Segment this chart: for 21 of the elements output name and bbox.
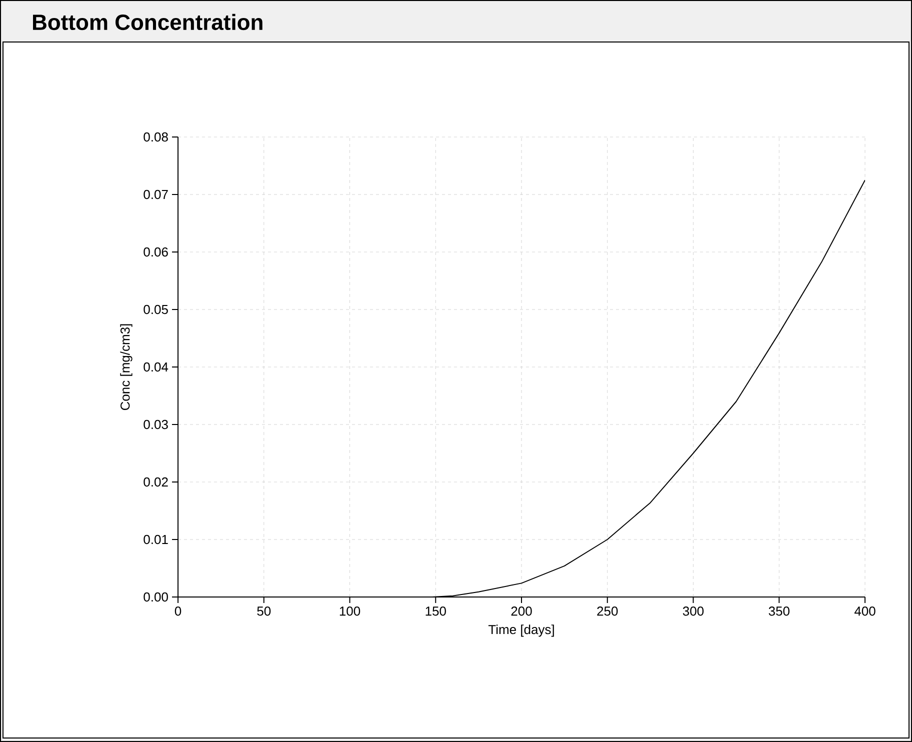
y-tick-label: 0.07: [144, 190, 168, 200]
y-tick-label: 0.04: [144, 362, 168, 372]
x-tick-label: 250: [597, 606, 618, 616]
y-tick-label: 0.08: [144, 132, 168, 142]
x-tick-label: 150: [426, 606, 446, 616]
chart-title: Bottom Concentration: [33, 14, 262, 30]
y-tick-label: 0.03: [144, 420, 168, 430]
x-axis-title: Time [days]: [488, 624, 554, 637]
y-tick-label: 0.00: [144, 592, 168, 602]
x-tick-label: 300: [682, 606, 704, 616]
x-tick-label: 100: [340, 606, 360, 616]
x-tick-label: 400: [854, 606, 876, 616]
x-tick-label: 200: [511, 606, 532, 616]
y-axis-title: Conc [mg/cm3]: [120, 324, 132, 410]
x-tick-label: 350: [768, 606, 790, 616]
y-tick-label: 0.06: [144, 247, 168, 257]
y-tick-label: 0.02: [144, 477, 168, 487]
y-tick-label: 0.05: [144, 304, 168, 314]
y-tick-label: 0.01: [144, 534, 168, 544]
x-tick-label: 0: [174, 606, 182, 616]
x-tick-label: 50: [257, 606, 271, 616]
